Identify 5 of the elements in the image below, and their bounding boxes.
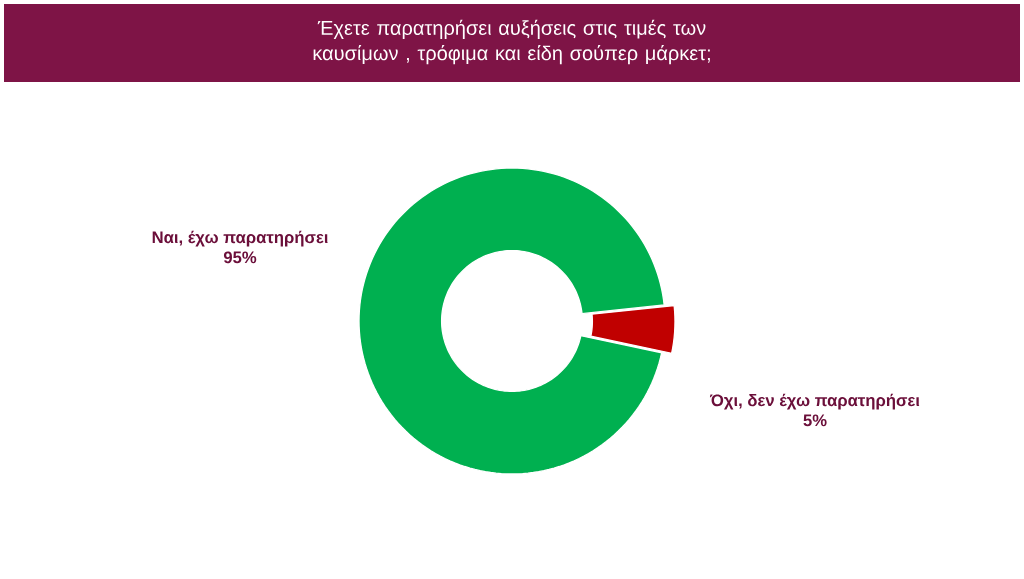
chart-title: Έχετε παρατηρήσει αυξήσεις στις τιμές των καυσίμων , τρόφιμα και είδη σούπερ μάρκετ; — [313, 19, 710, 65]
slice-label: Όχι, δεν έχω παρατηρήσει — [709, 393, 920, 410]
slice-label: Ναι, έχω παρατηρήσει — [152, 230, 328, 247]
data-label: 5% — [803, 414, 827, 427]
data-label: 95% — [223, 251, 257, 264]
